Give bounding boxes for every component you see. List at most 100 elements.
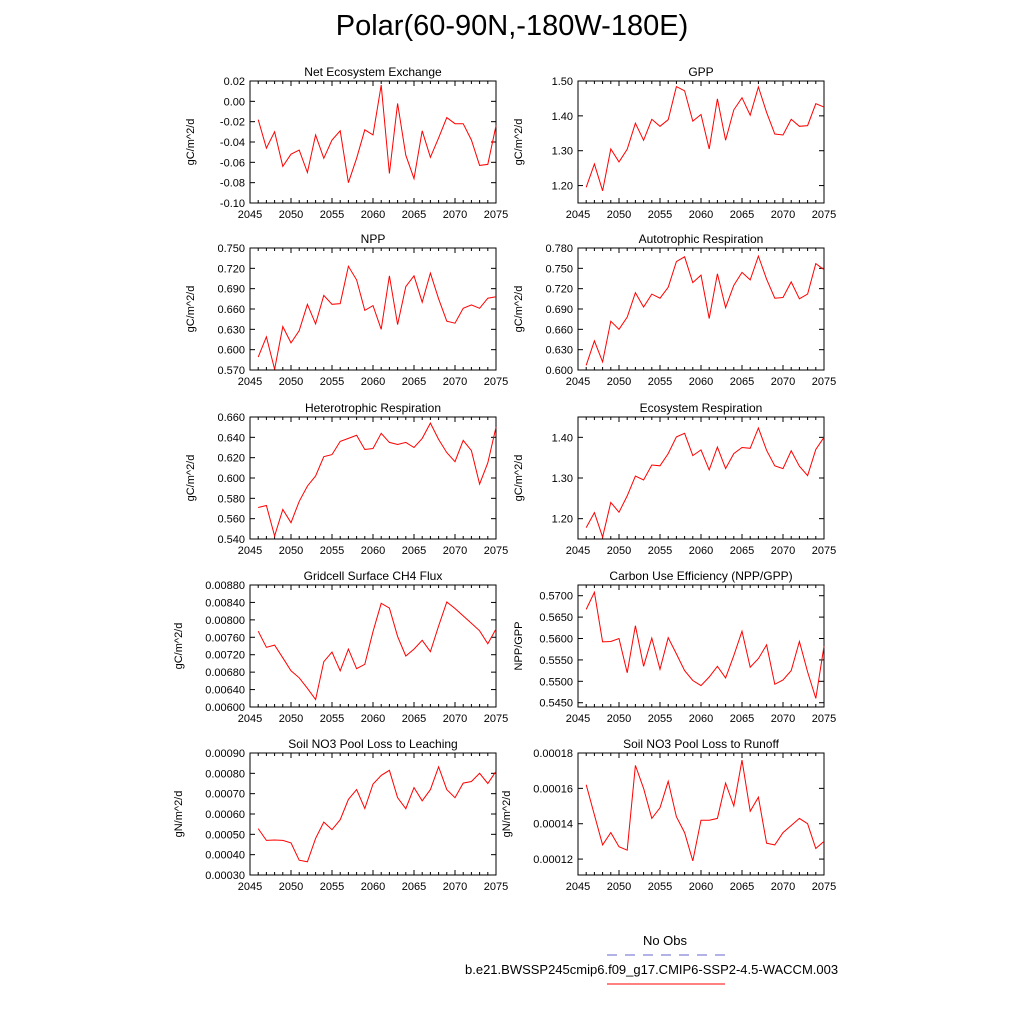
soil-no3-pool-loss-to-runoff-ylabel: gN/m^2/d <box>501 791 513 838</box>
autotrophic-respiration-xtick-label: 2045 <box>566 376 590 388</box>
soil-no3-pool-loss-to-runoff-xtick-label: 2060 <box>689 881 713 893</box>
gpp-xtick-label: 2055 <box>648 209 672 221</box>
gridcell-surface-ch4-flux-frame <box>249 584 497 708</box>
gpp-xtick-label: 2050 <box>607 209 631 221</box>
ecosystem-respiration-xtick-label: 2070 <box>771 545 795 557</box>
gridcell-surface-ch4-flux-ytick-label: 0.00760 <box>205 632 245 644</box>
net-ecosystem-exchange-ytick-label: -0.02 <box>220 117 245 129</box>
gridcell-surface-ch4-flux-xtick-label: 2070 <box>443 713 467 725</box>
soil-no3-pool-loss-to-leaching-series-line <box>257 765 497 863</box>
gridcell-surface-ch4-flux-xtick-label: 2060 <box>361 713 385 725</box>
net-ecosystem-exchange-xtick-label: 2060 <box>361 209 385 221</box>
npp-xtick-label: 2075 <box>484 376 508 388</box>
carbon-use-efficiency-npp-gpp-ytick-label: 0.5450 <box>539 698 573 710</box>
soil-no3-pool-loss-to-runoff-ytick-label: 0.00012 <box>533 854 573 866</box>
autotrophic-respiration-frame <box>577 247 825 371</box>
gpp-ytick-label: 1.30 <box>552 146 573 158</box>
net-ecosystem-exchange-series-line <box>257 85 497 183</box>
carbon-use-efficiency-npp-gpp-xtick-label: 2055 <box>648 713 672 725</box>
heterotrophic-respiration-xtick-label: 2075 <box>484 545 508 557</box>
ecosystem-respiration-frame <box>577 416 825 540</box>
soil-no3-pool-loss-to-leaching-xtick-label: 2070 <box>443 881 467 893</box>
heterotrophic-respiration-ytick-label: 0.660 <box>217 412 245 424</box>
gridcell-surface-ch4-flux-xtick-label: 2065 <box>402 713 426 725</box>
gpp-xtick-label: 2070 <box>771 209 795 221</box>
heterotrophic-respiration-frame <box>249 416 497 540</box>
gridcell-surface-ch4-flux-title: Gridcell Surface CH4 Flux <box>304 569 443 583</box>
soil-no3-pool-loss-to-leaching-xtick-label: 2055 <box>320 881 344 893</box>
gpp-xtick-label: 2045 <box>566 209 590 221</box>
carbon-use-efficiency-npp-gpp-xtick-label: 2070 <box>771 713 795 725</box>
gridcell-surface-ch4-flux-ytick-label: 0.00640 <box>205 685 245 697</box>
gpp-frame <box>577 80 825 204</box>
soil-no3-pool-loss-to-runoff-title: Soil NO3 Pool Loss to Runoff <box>623 737 780 751</box>
npp-frame <box>249 247 497 371</box>
net-ecosystem-exchange-ytick-label: -0.06 <box>220 157 245 169</box>
autotrophic-respiration-ytick-label: 0.600 <box>545 365 573 377</box>
ecosystem-respiration-xtick-label: 2045 <box>566 545 590 557</box>
autotrophic-respiration-xtick-label: 2075 <box>812 376 836 388</box>
legend-obs-label: No Obs <box>642 933 688 948</box>
soil-no3-pool-loss-to-runoff-frame <box>577 752 825 876</box>
autotrophic-respiration-xtick-label: 2065 <box>730 376 754 388</box>
carbon-use-efficiency-npp-gpp-ytick-label: 0.5550 <box>539 655 573 667</box>
autotrophic-respiration-series-line <box>585 254 825 366</box>
gpp-series-line <box>585 85 825 191</box>
net-ecosystem-exchange-ytick-label: 0.02 <box>224 76 245 88</box>
autotrophic-respiration-ylabel: gC/m^2/d <box>513 286 525 333</box>
soil-no3-pool-loss-to-leaching-frame <box>249 752 497 876</box>
autotrophic-respiration-xtick-label: 2060 <box>689 376 713 388</box>
gridcell-surface-ch4-flux-xtick-label: 2045 <box>238 713 262 725</box>
gridcell-surface-ch4-flux-ylabel: gC/m^2/d <box>173 623 185 670</box>
heterotrophic-respiration-xtick-label: 2070 <box>443 545 467 557</box>
soil-no3-pool-loss-to-leaching-xtick-label: 2045 <box>238 881 262 893</box>
gridcell-surface-ch4-flux-ytick-label: 0.00880 <box>205 580 245 592</box>
soil-no3-pool-loss-to-leaching-ytick-label: 0.00080 <box>205 768 245 780</box>
soil-no3-pool-loss-to-leaching-xtick-label: 2050 <box>279 881 303 893</box>
gridcell-surface-ch4-flux-xtick-label: 2075 <box>484 713 508 725</box>
gpp-ytick-label: 1.20 <box>552 181 573 193</box>
soil-no3-pool-loss-to-runoff-xtick-label: 2050 <box>607 881 631 893</box>
carbon-use-efficiency-npp-gpp-xtick-label: 2065 <box>730 713 754 725</box>
ecosystem-respiration-ytick-label: 1.40 <box>552 432 573 444</box>
soil-no3-pool-loss-to-leaching-ytick-label: 0.00040 <box>205 850 245 862</box>
carbon-use-efficiency-npp-gpp-ytick-label: 0.5500 <box>539 676 573 688</box>
gridcell-surface-ch4-flux-xtick-label: 2050 <box>279 713 303 725</box>
soil-no3-pool-loss-to-runoff-xtick-label: 2055 <box>648 881 672 893</box>
soil-no3-pool-loss-to-runoff-series-line <box>585 760 825 862</box>
soil-no3-pool-loss-to-leaching-ytick-label: 0.00090 <box>205 748 245 760</box>
net-ecosystem-exchange-ytick-label: -0.10 <box>220 198 245 210</box>
npp-ytick-label: 0.630 <box>217 324 245 336</box>
npp-xtick-label: 2055 <box>320 376 344 388</box>
carbon-use-efficiency-npp-gpp-xtick-label: 2060 <box>689 713 713 725</box>
net-ecosystem-exchange-xtick-label: 2050 <box>279 209 303 221</box>
gridcell-surface-ch4-flux-ytick-label: 0.00800 <box>205 615 245 627</box>
soil-no3-pool-loss-to-leaching-xtick-label: 2060 <box>361 881 385 893</box>
soil-no3-pool-loss-to-leaching-xtick-label: 2075 <box>484 881 508 893</box>
autotrophic-respiration-title: Autotrophic Respiration <box>639 232 764 246</box>
carbon-use-efficiency-npp-gpp-title: Carbon Use Efficiency (NPP/GPP) <box>609 569 792 583</box>
net-ecosystem-exchange-frame <box>249 80 497 204</box>
heterotrophic-respiration-ytick-label: 0.620 <box>217 453 245 465</box>
heterotrophic-respiration-ytick-label: 0.600 <box>217 473 245 485</box>
net-ecosystem-exchange-xtick-label: 2045 <box>238 209 262 221</box>
net-ecosystem-exchange-ytick-label: 0.00 <box>224 96 245 108</box>
heterotrophic-respiration-ytick-label: 0.640 <box>217 432 245 444</box>
heterotrophic-respiration-ytick-label: 0.560 <box>217 514 245 526</box>
npp-ytick-label: 0.600 <box>217 345 245 357</box>
npp-series-line <box>257 264 497 370</box>
ecosystem-respiration-ytick-label: 1.20 <box>552 514 573 526</box>
carbon-use-efficiency-npp-gpp-xtick-label: 2075 <box>812 713 836 725</box>
heterotrophic-respiration-series-line <box>258 422 497 538</box>
net-ecosystem-exchange-title: Net Ecosystem Exchange <box>304 65 442 79</box>
ecosystem-respiration-series-line <box>585 426 825 539</box>
ecosystem-respiration-ytick-label: 1.30 <box>552 473 573 485</box>
soil-no3-pool-loss-to-leaching-ytick-label: 0.00050 <box>205 829 245 841</box>
net-ecosystem-exchange-ytick-label: -0.08 <box>220 178 245 190</box>
heterotrophic-respiration-xtick-label: 2055 <box>320 545 344 557</box>
gpp-ytick-label: 1.50 <box>552 76 573 88</box>
legend-model-label: b.e21.BWSSP245cmip6.f09_g17.CMIP6-SSP2-4… <box>465 962 839 977</box>
ecosystem-respiration-xtick-label: 2050 <box>607 545 631 557</box>
soil-no3-pool-loss-to-leaching-ylabel: gN/m^2/d <box>173 791 185 838</box>
